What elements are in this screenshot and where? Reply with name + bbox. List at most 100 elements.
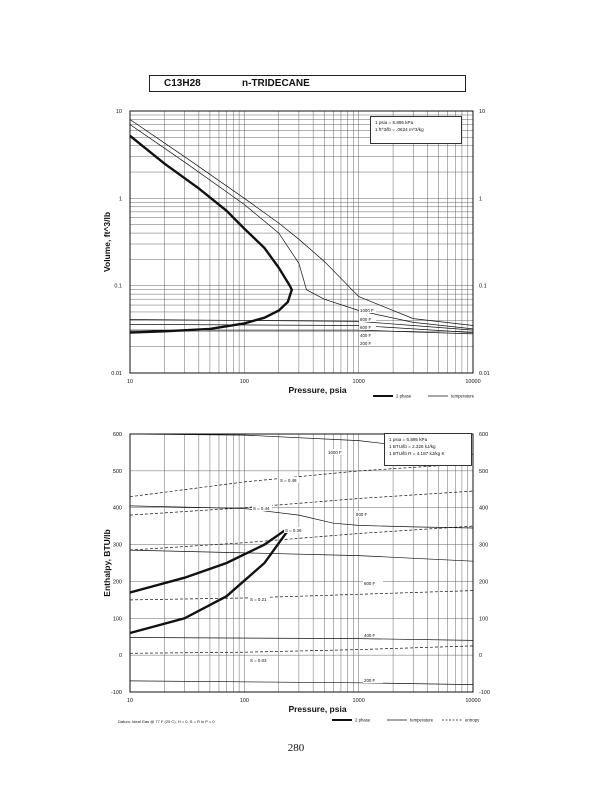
enthalpy-y-tick-label-right: -100 xyxy=(479,690,490,696)
volume-y-tick-label-right: 10 xyxy=(479,109,485,115)
enthalpy-y-tick-label-right: 0 xyxy=(479,653,482,659)
enthalpy-annotation-bg xyxy=(363,677,383,683)
volume-series-2-phase xyxy=(129,134,294,334)
enthalpy-y-tick-label-right: 300 xyxy=(479,543,488,549)
enthalpy-y-tick-label-right: 200 xyxy=(479,579,488,585)
enthalpy-annotation-bg xyxy=(279,477,299,483)
volume-y-tick-label-left: 0.01 xyxy=(111,371,122,377)
bottom-info-line-2: 1 BTU/lb = 2.326 kJ/kg xyxy=(389,444,436,449)
enthalpy-annotation-bg xyxy=(327,449,347,455)
enthalpy-annotation-label: S = 0.36 xyxy=(285,528,302,533)
volume-series-400-f xyxy=(129,324,474,333)
volume-annotation-label: 400 F xyxy=(360,333,372,338)
enthalpy-y-tick-label-left: 600 xyxy=(113,432,122,438)
chart-title-box: C13H28 n-TRIDECANE xyxy=(149,75,466,92)
volume-grid xyxy=(129,111,473,374)
enthalpy-series-600-f xyxy=(129,549,474,562)
enthalpy-annotation-bg xyxy=(249,657,269,663)
compound-name: n-TRIDECANE xyxy=(242,78,310,89)
volume-annotation-label: 600 F xyxy=(360,325,372,330)
enthalpy-y-tick-label-left: 100 xyxy=(113,616,122,622)
enthalpy-annotation-label: S = 0.44 xyxy=(253,506,270,511)
enthalpy-y-tick-label-left: -100 xyxy=(111,690,122,696)
volume-x-tick-label: 100 xyxy=(240,379,249,385)
top-info-box: 1 psia = 6.895 kPa 1 ft^3/lb = .0624 m^3… xyxy=(370,116,462,144)
enthalpy-x-tick-label: 100 xyxy=(240,698,249,704)
enthalpy-plot-frame xyxy=(129,433,474,693)
enthalpy-x-tick-label: 1000 xyxy=(353,698,365,704)
enthalpy-series-400-f xyxy=(129,637,474,641)
volume-y-tick-label-left: 0.1 xyxy=(114,284,122,290)
enthalpy-x-axis-title: Pressure, psia xyxy=(288,704,346,714)
volume-annotation-label: 1000 F xyxy=(360,308,374,313)
enthalpy-legend-label: temperature xyxy=(410,718,434,723)
volume-series-200-f xyxy=(130,329,474,335)
enthalpy-x-tick-label: 10 xyxy=(127,698,133,704)
enthalpy-annotation-label: 400 F xyxy=(364,633,376,638)
enthalpy-series-s-0-03 xyxy=(129,645,474,654)
enthalpy-y-tick-label-right: 100 xyxy=(479,616,488,622)
enthalpy-annotation-bg xyxy=(363,580,383,586)
enthalpy-x-tick-label: 10000 xyxy=(465,698,480,704)
volume-series-600-f xyxy=(129,319,474,331)
enthalpy-y-tick-label-right: 500 xyxy=(479,469,488,475)
enthalpy-annotation-bg xyxy=(363,632,383,638)
volume-annotation-bg xyxy=(359,332,376,338)
enthalpy-annotation-label: S = 0.03 xyxy=(250,658,267,663)
enthalpy-y-tick-label-left: 0 xyxy=(119,653,122,659)
enthalpy-annotation-label: S = 0.21 xyxy=(250,597,267,602)
volume-y-tick-label-left: 1 xyxy=(119,196,122,202)
volume-series-1000-f xyxy=(129,119,474,326)
volume-x-tick-label: 10000 xyxy=(465,379,480,385)
top-info-line-1: 1 psia = 6.895 kPa xyxy=(375,120,414,125)
volume-x-tick-label: 10 xyxy=(127,379,133,385)
volume-annotation-bg xyxy=(359,307,376,313)
enthalpy-series-s-0-21 xyxy=(129,590,474,601)
enthalpy-annotation-label: 200 F xyxy=(364,678,376,683)
volume-x-axis-title: Pressure, psia xyxy=(288,385,346,395)
volume-annotation-bg xyxy=(359,340,376,346)
enthalpy-legend-label: entropy xyxy=(465,718,480,723)
enthalpy-annotation-label: 600 F xyxy=(364,581,376,586)
enthalpy-y-tick-label-left: 400 xyxy=(113,506,122,512)
volume-y-axis-title: Volume, ft^3/lb xyxy=(102,212,112,272)
enthalpy-annotation-bg xyxy=(355,511,375,517)
compound-formula: C13H28 xyxy=(164,78,201,89)
volume-annotation-bg xyxy=(359,324,376,330)
enthalpy-y-axis-title: Enthalpy, BTU/lb xyxy=(102,529,112,596)
volume-annotation-bg xyxy=(359,316,376,322)
enthalpy-annotation-label: 800 F xyxy=(356,512,368,517)
enthalpy-annotation-label: 1000 F xyxy=(328,450,342,455)
top-info-line-2: 1 ft^3/lb = .0624 m^3/kg xyxy=(375,127,424,132)
page-number: 280 xyxy=(287,742,305,754)
enthalpy-y-tick-label-left: 200 xyxy=(113,579,122,585)
volume-y-tick-label-left: 10 xyxy=(116,109,122,115)
enthalpy-y-tick-label-left: 300 xyxy=(113,543,122,549)
enthalpy-annotation-label: S = 0.48 xyxy=(280,478,297,483)
volume-annotation-label: 200 F xyxy=(360,341,372,346)
volume-legend-label: 2 phase xyxy=(396,394,412,399)
enthalpy-annotation-bg xyxy=(249,596,269,602)
volume-y-tick-label-right: 1 xyxy=(479,196,482,202)
enthalpy-series-s-0-44 xyxy=(129,490,474,516)
bottom-info-line-1: 1 psia = 6.895 kPa xyxy=(389,437,428,442)
enthalpy-series-200-f xyxy=(129,680,474,685)
enthalpy-legend-label: 2 phase xyxy=(355,718,371,723)
enthalpy-y-tick-label-right: 400 xyxy=(479,506,488,512)
volume-annotation-label: 800 F xyxy=(360,317,372,322)
enthalpy-series-2-phase xyxy=(129,526,292,635)
enthalpy-series-800-f xyxy=(129,505,474,529)
volume-y-tick-label-right: 0.01 xyxy=(479,371,490,377)
volume-series-800-f xyxy=(129,124,474,330)
enthalpy-y-tick-label-left: 500 xyxy=(113,469,122,475)
enthalpy-annotation-bg xyxy=(284,527,304,533)
bottom-info-line-3: 1 BTU/lb R = 4.187 kJ/kg K xyxy=(389,451,445,456)
enthalpy-series-s-0-48 xyxy=(129,463,474,498)
volume-x-tick-label: 1000 xyxy=(353,379,365,385)
enthalpy-grid xyxy=(129,433,473,693)
volume-y-tick-label-right: 0.1 xyxy=(479,284,487,290)
datum-note: Datum: Ideal Gas @ 77 F (25 C), H = 0, S… xyxy=(118,719,215,724)
volume-plot-frame xyxy=(129,110,474,374)
enthalpy-series-s-0-36 xyxy=(129,525,474,551)
